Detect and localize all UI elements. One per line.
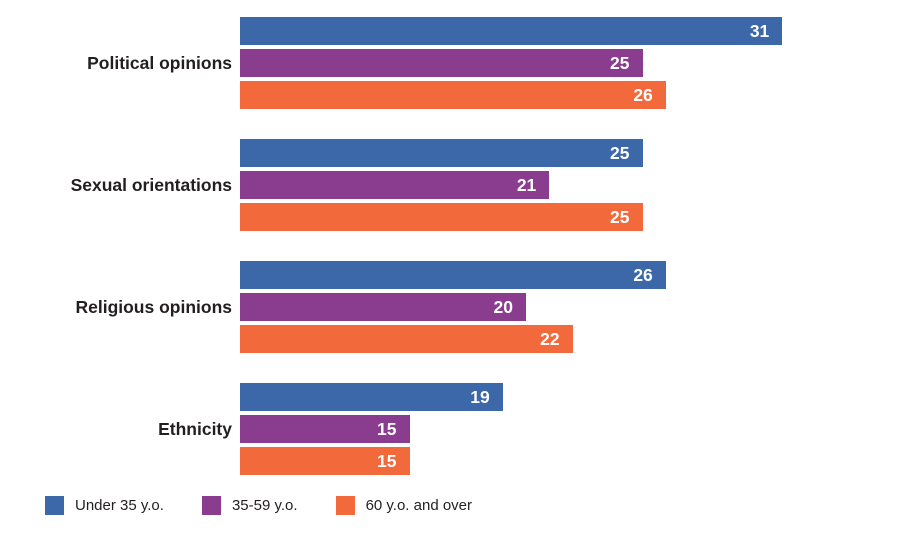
legend-item: 60 y.o. and over [335,496,473,515]
bar-value-label: 22 [540,329,560,349]
legend-label: 60 y.o. and over [365,497,473,514]
bar-value-label: 25 [610,207,630,227]
bar-value-label: 19 [470,387,490,407]
bar-value-label: 15 [377,451,397,471]
legend: Under 35 y.o. 35-59 y.o. 60 y.o. and over [45,496,510,515]
bar-stack: 31 25 26 [240,17,783,109]
category-label: Political opinions [87,52,232,73]
bar: 26 [240,261,666,289]
bar-group: Religious opinions 26 20 22 [0,261,782,353]
bar: 25 [240,49,643,77]
bar-value-label: 20 [493,297,513,317]
bar: 25 [240,139,643,167]
legend-label: Under 35 y.o. [75,497,164,514]
bar-group: Political opinions 31 25 26 [0,17,783,109]
bar-stack: 26 20 22 [240,261,666,353]
bar: 15 [240,415,410,443]
legend-item: Under 35 y.o. [45,496,164,515]
legend-swatch [335,496,355,515]
legend-swatch [45,496,64,515]
legend-item: 35-59 y.o. [201,496,298,515]
bar: 22 [240,325,573,353]
category-label: Sexual orientations [70,174,232,195]
bar-chart: Political opinions 31 25 26 Sexual orientati… [0,17,783,475]
bar: 15 [240,447,410,475]
bar-value-label: 15 [377,419,397,439]
bar-stack: 25 21 25 [240,139,643,231]
bar: 21 [240,171,550,199]
category-label: Religious opinions [75,296,232,317]
bar-value-label: 25 [610,53,630,73]
bar: 25 [240,203,643,231]
bar: 31 [240,17,783,45]
bar-value-label: 26 [633,265,653,285]
bar: 26 [240,81,666,109]
bar: 19 [240,383,503,411]
bar: 20 [240,293,526,321]
bar-group: Ethnicity 19 15 15 [0,383,782,475]
legend-swatch [201,496,221,515]
category-label: Ethnicity [158,418,232,439]
bar-value-label: 25 [610,143,630,163]
bar-value-label: 31 [749,21,770,41]
bar-stack: 19 15 15 [240,383,503,475]
bar-group: Sexual orientations 25 21 25 [0,139,782,231]
bar-value-label: 21 [516,175,537,195]
bar-value-label: 26 [633,85,653,105]
legend-label: 35-59 y.o. [231,497,298,514]
